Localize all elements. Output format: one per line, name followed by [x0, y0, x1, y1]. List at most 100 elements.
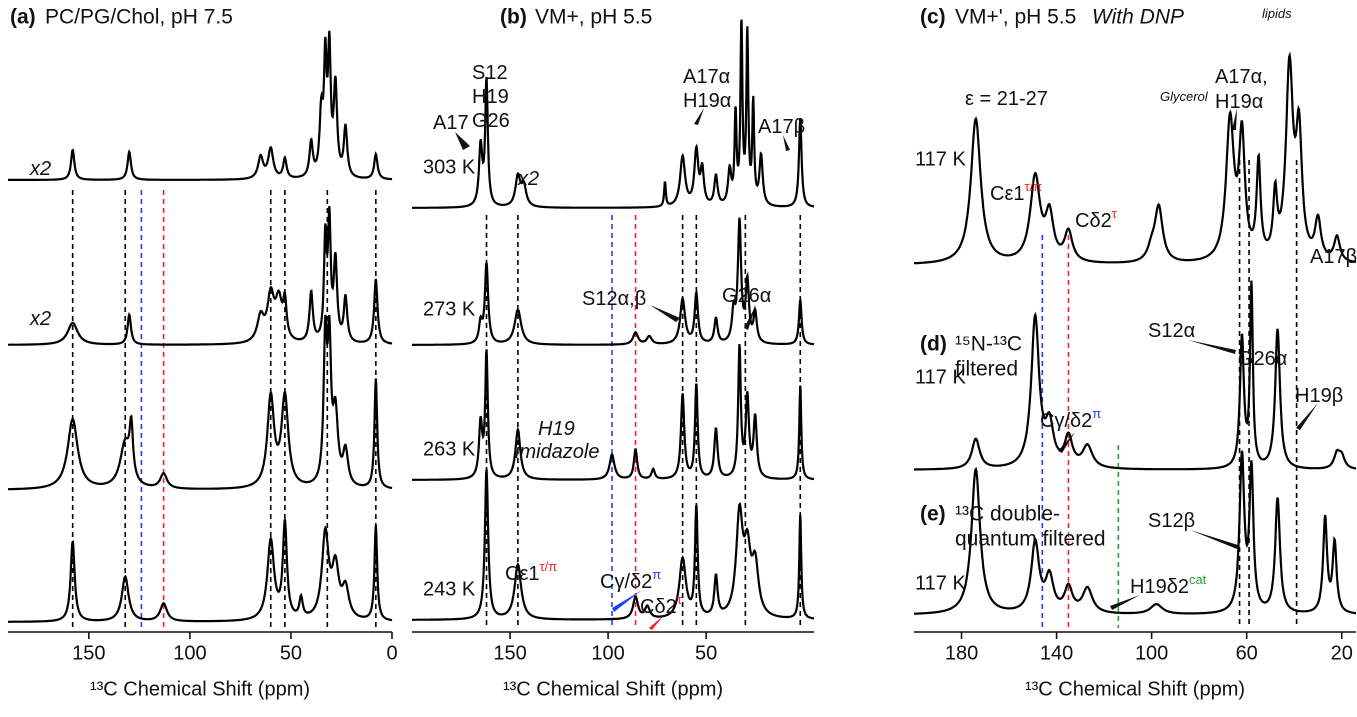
- x-tick-label: 50: [280, 642, 302, 664]
- series-name: 117 K: [915, 148, 966, 170]
- spectrum: [913, 51, 1357, 265]
- annotation-text: lipids: [1262, 6, 1292, 21]
- annotation: x2: [29, 308, 51, 330]
- annotation: ε = 21-27: [965, 88, 1048, 110]
- pointer: [1296, 403, 1318, 430]
- annotation-text: Cε1: [990, 183, 1024, 205]
- panel-title: quantum filtered: [955, 528, 1106, 551]
- annotation-text: A17β: [1310, 246, 1357, 268]
- pointers: [455, 108, 1318, 630]
- annotation-text: H19: [538, 418, 575, 440]
- annotation-text: H19α: [1215, 91, 1263, 113]
- x-tick-label: 100: [173, 642, 206, 664]
- annotation: A17α: [683, 66, 730, 88]
- annotation-text: imidazole: [515, 441, 599, 463]
- annotation-sup: τ: [1112, 206, 1118, 221]
- annotation: S12α: [1148, 320, 1195, 342]
- spectrum: [412, 469, 814, 621]
- panel-title: VM+', pH 5.5: [955, 6, 1076, 29]
- annotation: A17β: [758, 116, 805, 138]
- pointer: [1190, 530, 1238, 549]
- annotation: H19α: [1215, 91, 1263, 113]
- panel-label: (c): [920, 6, 946, 29]
- annotation: Cγ/δ2π: [1040, 406, 1101, 432]
- annotation-text: A17: [433, 112, 469, 134]
- annotation-text: ε = 21-27: [965, 88, 1048, 110]
- annotation-text: H19: [472, 86, 509, 108]
- x-axis-label: ¹³C Chemical Shift (ppm): [90, 678, 310, 700]
- annotation-text: S12α,β: [582, 288, 646, 310]
- pointer: [649, 615, 664, 630]
- x-tick-label: 20: [1331, 642, 1353, 664]
- annotation-sup: τ/π: [539, 559, 557, 574]
- x-tick-label: 0: [386, 642, 397, 664]
- spectrum: [8, 519, 393, 623]
- annotation-text: S12α: [1148, 320, 1195, 342]
- annotation: S12: [472, 62, 508, 84]
- annotation: A17β: [1310, 246, 1357, 268]
- x-tick-label: 100: [591, 642, 624, 664]
- annotation: H19: [472, 86, 509, 108]
- panel-title: VM+, pH 5.5: [535, 6, 652, 29]
- pointer: [650, 305, 680, 322]
- panel-title: PC/PG/Chol, pH 7.5: [45, 6, 233, 29]
- x-axis-label: ¹³C Chemical Shift (ppm): [503, 678, 723, 700]
- spectrum: [8, 30, 393, 181]
- annotation: Cε1τ/π: [505, 559, 557, 585]
- spectrum: [412, 19, 815, 209]
- annotation: imidazole: [515, 441, 599, 463]
- pointer: [1188, 340, 1236, 354]
- annotation-text: Cγ/δ2: [1040, 410, 1092, 432]
- spectrum: [914, 280, 1356, 471]
- annotation: Cγ/δ2π: [600, 567, 661, 593]
- annotation: H19δ2cat: [1130, 572, 1207, 598]
- x-tick-label: 100: [1135, 642, 1168, 664]
- annotation: A17: [433, 112, 469, 134]
- annotation-sup: cat: [1189, 572, 1207, 587]
- annotation: A17α,: [1215, 66, 1268, 88]
- annotation-text: S12β: [1148, 510, 1195, 532]
- spectrum: [412, 217, 815, 346]
- annotation: H19β: [1295, 385, 1343, 407]
- annotation: Glycerol: [1160, 89, 1209, 104]
- x-tick-label: 150: [493, 642, 526, 664]
- pointer: [783, 135, 790, 151]
- pointer: [455, 132, 470, 150]
- x-tick-label: 60: [1236, 642, 1258, 664]
- annotation: Cε1τ/π: [990, 179, 1042, 205]
- annotation-sup: τ/π: [1024, 179, 1042, 194]
- annotation-text: A17α,: [1215, 66, 1268, 88]
- annotation-text: H19β: [1295, 385, 1343, 407]
- annotation-sup: π: [1092, 406, 1101, 421]
- annotation-text: H19δ2: [1130, 576, 1189, 598]
- annotation: H19: [538, 418, 575, 440]
- pointer: [1232, 108, 1237, 130]
- annotation-text: A17β: [758, 116, 805, 138]
- pointer: [694, 108, 704, 125]
- spectrum: [8, 206, 393, 346]
- annotation-text: Cε1: [505, 563, 539, 585]
- annotation-text: x2: [517, 168, 539, 190]
- x-tick-label: 140: [1040, 642, 1073, 664]
- annotation: x2: [29, 158, 51, 180]
- annotation-text: G26: [472, 110, 510, 132]
- annotation-text: Cδ2: [640, 596, 677, 618]
- annotation: G26α: [722, 285, 771, 307]
- annotation-text: Cδ2: [1075, 210, 1112, 232]
- panel-label: (d): [920, 333, 947, 356]
- annotation-text: G26α: [722, 285, 771, 307]
- spectrum: [8, 314, 393, 491]
- annotation: S12α,β: [582, 288, 646, 310]
- x-tick-label: 150: [72, 642, 105, 664]
- annotation-text: A17α: [683, 66, 730, 88]
- series-name: 117 K: [915, 572, 966, 594]
- annotation: G26: [472, 110, 510, 132]
- annotation-text: G26α: [1238, 348, 1287, 370]
- annotation: x2: [517, 168, 539, 190]
- annotation-sup: τ: [677, 592, 683, 607]
- series-name: 303 K: [423, 156, 476, 178]
- panel-label: (b): [500, 6, 527, 29]
- annotation-text: x2: [29, 158, 51, 180]
- annotation-text: Glycerol: [1160, 89, 1209, 104]
- annotation-text: H19α: [683, 90, 731, 112]
